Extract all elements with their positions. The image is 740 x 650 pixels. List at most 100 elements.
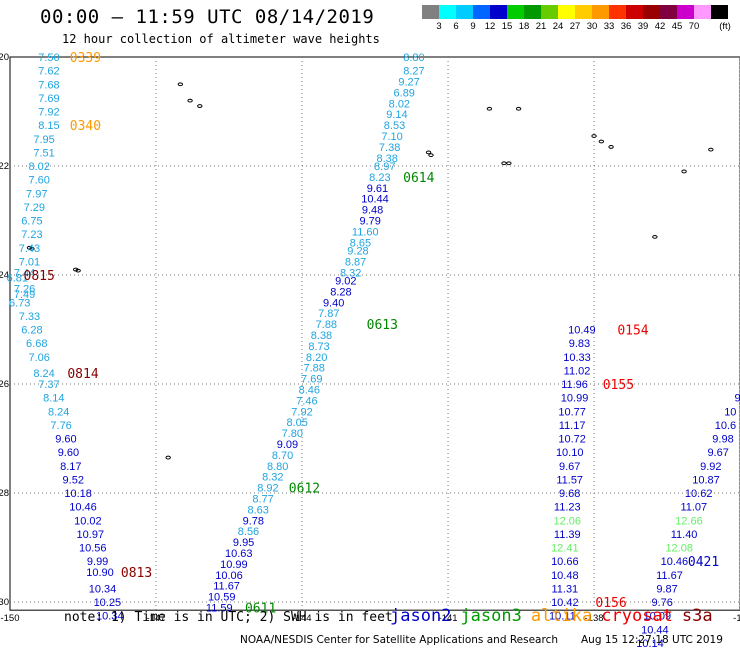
scale-unit: (ft)	[719, 21, 731, 32]
wave-height-label: 11.96	[561, 379, 588, 391]
wave-height-label: 10.18	[64, 488, 92, 500]
wave-height-label: 12.41	[551, 543, 579, 555]
wave-height-label: 9.09	[277, 439, 298, 451]
scale-swatch	[558, 5, 575, 19]
scale-label: 3	[436, 21, 442, 32]
scale-label: 39	[637, 21, 649, 32]
scale-label: 33	[603, 21, 615, 32]
island	[29, 246, 35, 251]
wave-height-label: 9	[735, 393, 740, 405]
wave-height-label: 7.44	[14, 267, 35, 279]
island	[708, 147, 714, 152]
scale-swatch	[575, 5, 592, 19]
wave-height-label: 10.34	[96, 611, 124, 623]
satellite-legend-altika: altika	[530, 606, 593, 626]
island	[501, 161, 507, 166]
wave-height-label: 11.23	[554, 502, 581, 514]
wave-height-label: 9.87	[656, 583, 677, 595]
wave-height-label: 8.15	[38, 120, 59, 132]
wave-height-label: 10.42	[551, 597, 579, 609]
generated-timestamp: Aug 15 12:27:18 UTC 2019	[581, 634, 723, 646]
wave-height-label: 8.23	[369, 172, 390, 184]
wave-height-label: 11.02	[564, 365, 591, 377]
wave-height-label: 10.99	[561, 393, 589, 405]
wave-height-label: 9.27	[398, 77, 419, 89]
wave-height-label: 7.38	[379, 142, 400, 154]
island	[591, 134, 597, 138]
wave-height-label: 8.02	[389, 98, 410, 110]
wave-height-label: 9.83	[569, 338, 590, 350]
wave-height-label: 8.32	[340, 267, 361, 279]
wave-height-label: 10.66	[551, 556, 579, 568]
wave-height-label: 11.17	[559, 420, 586, 432]
wave-height-label: 10.77	[558, 406, 586, 418]
wave-height-label: 11.07	[680, 502, 707, 514]
scale-label: 6	[453, 21, 459, 32]
wave-height-label: 9.79	[359, 216, 380, 228]
wave-height-label: 7.46	[296, 395, 317, 407]
wave-height-label: 7.37	[38, 379, 59, 391]
wave-height-label: 7.01	[19, 256, 40, 268]
wave-height-label: 8.32	[262, 472, 283, 484]
wave-height-label: 8.92	[257, 483, 278, 495]
scale-swatch	[541, 5, 558, 19]
wave-height-label: 7.51	[33, 147, 54, 159]
wave-height-label: 7.06	[28, 352, 49, 364]
scale-swatch	[626, 5, 643, 19]
wave-height-label: 10.46	[69, 502, 97, 514]
scale-swatch	[660, 5, 677, 19]
wave-height-label: 7.60	[28, 175, 49, 187]
lat-tick-label: -20	[0, 52, 9, 63]
scale-swatch	[694, 5, 711, 19]
wave-height-label: 6.68	[26, 338, 47, 350]
wave-height-label: 9.76	[651, 597, 672, 609]
satellite-legend: jason2 jason3 altika cryosat s3a	[390, 606, 722, 626]
wave-height-label: 8.56	[238, 526, 259, 538]
lat-tick-label: -30	[0, 597, 9, 608]
pass-time-label: 0340	[70, 119, 101, 134]
wave-height-label: 10.33	[563, 352, 591, 364]
wave-height-label: 12.06	[554, 515, 582, 527]
wave-height-label: 9.67	[707, 447, 728, 459]
wave-height-label: 7.26	[14, 284, 35, 296]
lon-tick-label: -144	[293, 613, 312, 624]
wave-height-label: 8.65	[350, 237, 371, 249]
wave-height-label: 11.67	[656, 570, 683, 582]
wave-height-label: 10.90	[86, 567, 114, 579]
wave-height-label: 10.10	[556, 447, 584, 459]
scale-label: 18	[518, 21, 530, 32]
satellite-legend-cryosat: cryosat	[601, 606, 673, 626]
scale-swatch	[490, 5, 507, 19]
lon-tick-label: -13	[733, 613, 740, 624]
wave-height-label: 9.48	[362, 205, 383, 217]
wave-height-label: 8.53	[384, 120, 405, 132]
wave-height-label: 9.61	[367, 183, 388, 195]
wave-height-label: 8.73	[308, 341, 329, 353]
footer-note: note: 1) Time is in UTC; 2) SWH is in fe…	[64, 610, 393, 625]
wave-height-label: 8.14	[43, 393, 64, 405]
lon-tick-label: -141	[439, 613, 458, 624]
wave-height-label: 8.24	[48, 406, 69, 418]
island	[515, 106, 522, 111]
wave-height-label: 7.88	[303, 363, 324, 375]
pass-time-label: 0339	[70, 51, 101, 66]
scale-swatch	[677, 5, 694, 19]
satellite-legend-s3a: s3a	[681, 606, 713, 626]
lat-tick-label: -22	[0, 161, 9, 172]
wave-height-label: 7.80	[282, 428, 303, 440]
scale-swatch	[456, 5, 473, 19]
island	[165, 455, 171, 460]
pass-time-label: 0154	[617, 324, 648, 339]
wave-height-label: 10.11	[549, 611, 576, 623]
pass-time-label: 0814	[67, 367, 98, 382]
wave-height-label: 9.99	[87, 556, 108, 568]
scale-swatch	[524, 5, 541, 19]
wave-height-label: 10	[724, 406, 736, 418]
island	[197, 104, 203, 108]
lon-tick-label: -150	[0, 613, 19, 624]
wave-height-label: 7.33	[19, 311, 40, 323]
pass-time-label: 0612	[289, 482, 320, 497]
island	[75, 268, 81, 273]
wave-height-label: 8.20	[306, 352, 327, 364]
